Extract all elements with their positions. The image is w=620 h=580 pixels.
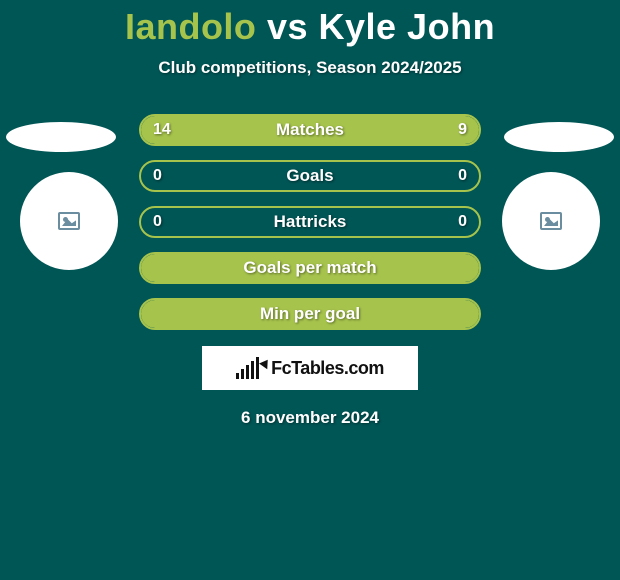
logo-bar [236,373,239,379]
stat-label: Hattricks [274,212,347,232]
stat-label: Min per goal [260,304,360,324]
logo-bar [241,369,244,379]
logo-bar [246,365,249,379]
stat-row-matches: 14 Matches 9 [139,114,481,146]
comparison-infographic: Iandolo vs Kyle John Club competitions, … [0,0,620,580]
subtitle: Club competitions, Season 2024/2025 [0,58,620,78]
title-player1: Iandolo [125,6,257,47]
page-title: Iandolo vs Kyle John [0,0,620,48]
flag-left [6,122,116,152]
stat-label: Matches [276,120,344,140]
logo-arrow-icon [259,357,272,369]
stat-value-left: 14 [153,121,171,139]
title-player2: Kyle John [319,6,496,47]
stat-value-left: 0 [153,213,162,231]
flag-right [504,122,614,152]
image-placeholder-icon [540,212,562,230]
stat-value-right: 9 [458,121,467,139]
stat-label: Goals [286,166,333,186]
stat-row-hattricks: 0 Hattricks 0 [139,206,481,238]
player-photo-right [502,172,600,270]
stat-row-goals_per_match: Goals per match [139,252,481,284]
date-text: 6 november 2024 [0,408,620,428]
logo-text: FcTables.com [271,358,384,379]
stat-row-goals: 0 Goals 0 [139,160,481,192]
stat-row-min_per_goal: Min per goal [139,298,481,330]
logo-bar [256,357,259,379]
stat-label: Goals per match [243,258,376,278]
stat-value-right: 0 [458,213,467,231]
player-photo-left [20,172,118,270]
stat-value-right: 0 [458,167,467,185]
image-placeholder-icon [58,212,80,230]
site-logo: FcTables.com [202,346,418,390]
title-vs: vs [267,6,308,47]
logo-bar [251,361,254,379]
stat-value-left: 0 [153,167,162,185]
logo-bars-icon [236,357,259,379]
